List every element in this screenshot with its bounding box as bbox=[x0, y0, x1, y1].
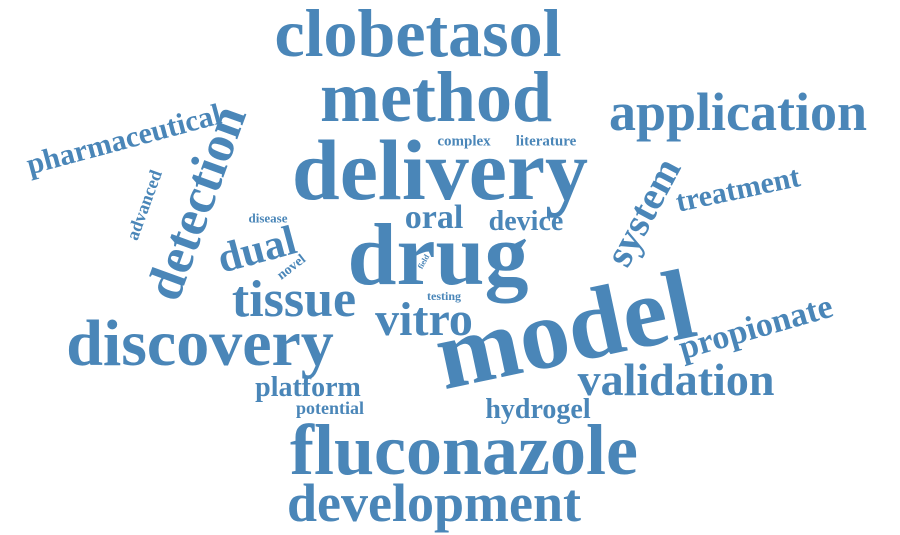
word-fluconazole: fluconazole bbox=[290, 410, 638, 490]
word-oral: oral bbox=[404, 199, 464, 236]
word-device: device bbox=[488, 206, 564, 237]
word-method: method bbox=[320, 57, 552, 137]
word-treatment: treatment bbox=[672, 160, 803, 219]
word-potential: potential bbox=[295, 398, 365, 418]
word-literature: literature bbox=[515, 133, 577, 150]
word-tissue: tissue bbox=[231, 271, 357, 328]
word-delivery: delivery bbox=[291, 122, 589, 218]
word-testing: testing bbox=[427, 289, 461, 303]
word-application: application bbox=[608, 82, 868, 142]
word-complex: complex bbox=[437, 133, 491, 150]
word-development: development bbox=[287, 473, 581, 533]
word-hydrogel: hydrogel bbox=[485, 394, 591, 425]
word-disease: disease bbox=[248, 210, 288, 226]
word-discovery: discovery bbox=[66, 307, 334, 380]
word-validation: validation bbox=[577, 354, 775, 405]
word-platform: platform bbox=[255, 372, 361, 403]
word-vitro: vitro bbox=[375, 293, 473, 346]
word-clobetasol: clobetasol bbox=[274, 0, 562, 71]
word-drug: drug bbox=[347, 207, 529, 304]
